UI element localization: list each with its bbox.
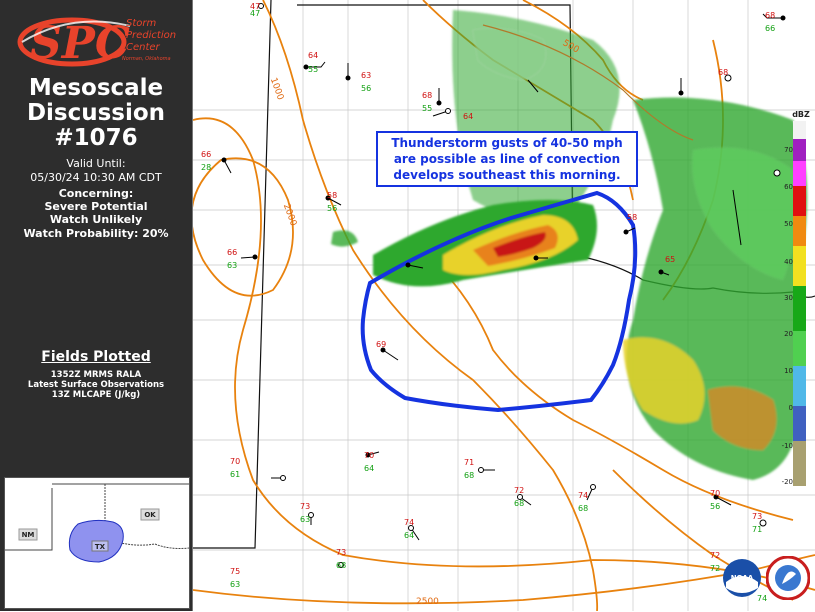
station-temp: 73 [300, 502, 311, 511]
md-outline [360, 190, 638, 413]
station-dewpoint: 68 [336, 561, 347, 570]
station-temp: 58 [327, 191, 338, 200]
station-dewpoint: 55 [422, 104, 433, 113]
colorbar-tick: 40 [784, 258, 793, 266]
logo-text-3: Center [126, 42, 161, 53]
station-temp: 68 [718, 68, 729, 77]
station-temp: 70 [364, 451, 375, 460]
svg-text:NOAA: NOAA [731, 574, 754, 582]
colorbar-tick: 0 [788, 404, 793, 412]
radar-map [193, 0, 815, 611]
inset-label-ok: OK [144, 511, 156, 519]
logo-text-4: Norman, Oklahoma [122, 56, 171, 62]
station-dewpoint: 56 [327, 204, 338, 213]
md-number: #1076 [54, 125, 138, 151]
logo-text-2: Prediction [126, 30, 176, 41]
colorbar-tick: 20 [784, 330, 793, 338]
colorbar-tick: -20 [781, 478, 793, 486]
fields-plotted-title: Fields Plotted [41, 349, 151, 365]
md-title: Mesoscale Discussion #1076 [0, 76, 192, 151]
station-temp: 63 [361, 71, 372, 80]
inset-locator-map: NM OK TX [4, 477, 190, 609]
colorbar-tick: -10 [781, 442, 793, 450]
svg-text:SPC: SPC [30, 18, 130, 69]
station-dewpoint: 55 [308, 65, 319, 74]
concerning-label: Concerning: [58, 187, 134, 200]
callout-line-1: Thunderstorm gusts of 40-50 mph [391, 136, 623, 150]
logo-text-1: Storm [126, 18, 156, 29]
station-temp: 72 [710, 551, 721, 560]
station-open-dots [258, 3, 781, 568]
station-temp: 73 [752, 512, 763, 521]
station-dewpoint: 28 [201, 163, 212, 172]
station-temp: 75 [230, 567, 241, 576]
station-temp: 74 [578, 491, 589, 500]
station-dewpoint: 56 [710, 502, 721, 511]
station-temp: 64 [308, 51, 319, 60]
station-dewpoint: 72 [710, 564, 721, 573]
station-temp: 71 [464, 458, 475, 467]
colorbar-tick: 30 [784, 294, 793, 302]
callout-line-3: develops southeast this morning. [393, 168, 621, 182]
spc-logo: SPC Storm Prediction Center Norman, Okla… [17, 17, 176, 69]
station-temp: 72 [514, 486, 525, 495]
reflectivity-colorbar [793, 121, 806, 486]
md-title-line-2: Discussion [26, 100, 166, 126]
station-dewpoint: 66 [765, 24, 776, 33]
station-temp: 70 [710, 489, 721, 498]
field-item: Latest Surface Observations [27, 380, 165, 390]
station-temp: 58 [627, 213, 638, 222]
station-temp: 47 [250, 2, 261, 11]
nws-logo [766, 556, 810, 600]
station-dewpoint: 61 [230, 470, 241, 479]
station-temp: 70 [230, 457, 241, 466]
station-temp: 69 [376, 340, 387, 349]
station-dewpoint: 68 [578, 504, 589, 513]
discussion-callout: Thunderstorm gusts of 40-50 mph are poss… [376, 131, 638, 187]
noaa-logo: NOAA [723, 559, 761, 597]
sidebar: SPC Storm Prediction Center Norman, Okla… [0, 0, 193, 611]
station-dewpoint: 63 [230, 580, 241, 589]
station-temp: 66 [201, 150, 212, 159]
station-dewpoint: 56 [361, 84, 372, 93]
station-dewpoint: 74 [757, 594, 768, 603]
colorbar-tick: 50 [784, 220, 793, 228]
watch-probability: Watch Probability: 20% [23, 227, 169, 240]
station-dewpoint: 71 [752, 525, 763, 534]
station-temp: 68 [765, 11, 776, 20]
station-dewpoint: 68 [514, 499, 525, 508]
station-dewpoint: 64 [364, 464, 375, 473]
station-dots [221, 15, 786, 500]
valid-until-time: 05/30/24 10:30 AM CDT [30, 171, 162, 184]
md-title-line-1: Mesoscale [28, 75, 164, 101]
valid-until-label: Valid Until: [66, 157, 126, 170]
station-dewpoint: 47 [250, 9, 261, 18]
contour-label-2500: 2500 [416, 597, 439, 607]
concerning-watch-unlikely: Watch Unlikely [49, 213, 143, 226]
contour-500-line [482, 24, 694, 141]
station-temp: 65 [665, 255, 676, 264]
field-item: 13Z MLCAPE (J/kg) [51, 390, 141, 400]
concerning-severe-potential: Severe Potential [44, 200, 148, 213]
station-temp: 64 [463, 112, 474, 121]
field-item: 1352Z MRMS RALA [50, 370, 142, 380]
colorbar-tick: 70 [784, 146, 793, 154]
station-dewpoint: 64 [404, 531, 415, 540]
callout-line-2: are possible as line of convection [393, 152, 621, 166]
inset-label-tx: TX [95, 543, 106, 551]
station-temp: 68 [422, 91, 433, 100]
station-dewpoint: 63 [300, 515, 311, 524]
station-temp: 74 [404, 518, 415, 527]
colorbar-tick: 10 [784, 367, 793, 375]
station-temp: 66 [227, 248, 238, 257]
station-dewpoint: 63 [227, 261, 238, 270]
station-temp: 73 [336, 548, 347, 557]
colorbar-unit: dBZ [792, 110, 810, 119]
station-dewpoint: 68 [464, 471, 475, 480]
inset-label-nm: NM [22, 531, 35, 539]
colorbar-tick: 60 [784, 183, 793, 191]
radar-reflectivity [331, 10, 808, 480]
